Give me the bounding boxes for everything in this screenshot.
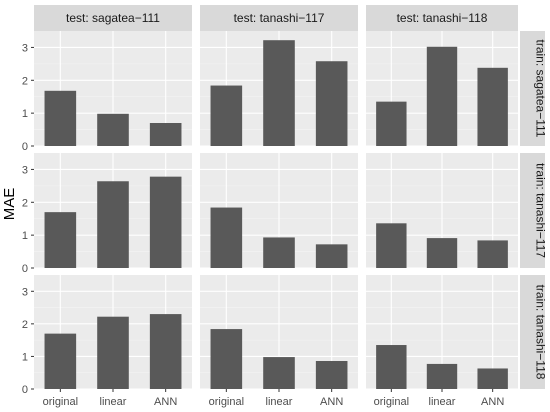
x-tick-label: original <box>209 396 244 408</box>
bar-ANN <box>149 176 182 268</box>
bar-linear <box>426 238 458 268</box>
facet-strip-col-label: test: tanashi−118 <box>397 11 488 25</box>
bar-ANN <box>149 314 182 389</box>
bar-original <box>210 207 243 268</box>
y-axis-title: MAE <box>1 188 18 221</box>
bar-ANN <box>315 244 348 268</box>
bar-original <box>44 90 77 146</box>
y-tick-label: 3 <box>22 42 28 54</box>
bar-original <box>376 223 407 268</box>
bar-ANN <box>477 368 508 389</box>
bar-ANN <box>315 360 348 389</box>
bar-original <box>44 333 77 389</box>
facet-strip-row-label: train: tanashi−118 <box>534 285 548 380</box>
y-tick-label: 3 <box>22 286 28 298</box>
y-tick-label: 1 <box>22 108 28 120</box>
facet-strip-col <box>366 5 518 31</box>
bar-linear <box>263 357 295 389</box>
bar-ANN <box>315 61 348 146</box>
x-tick-label: linear <box>429 396 456 408</box>
bar-ANN <box>477 67 508 146</box>
facet-strip-col-label: test: tanashi−117 <box>234 11 325 25</box>
y-tick-label: 2 <box>22 75 28 87</box>
bar-linear <box>426 46 458 147</box>
y-tick-label: 2 <box>22 197 28 209</box>
y-tick-label: 1 <box>22 351 28 363</box>
x-tick-label: ANN <box>481 396 504 408</box>
bar-original <box>376 101 407 146</box>
bar-linear <box>263 40 295 147</box>
y-tick-label: 0 <box>22 384 28 396</box>
bar-original <box>376 345 407 389</box>
bar-linear <box>97 113 129 146</box>
y-tick-label: 0 <box>22 263 28 275</box>
bar-ANN <box>149 123 182 146</box>
bar-original <box>210 85 243 146</box>
facet-strip-col-label: test: sagatea−111 <box>66 11 160 25</box>
x-tick-label: linear <box>266 396 293 408</box>
facet-strip-col <box>200 5 358 31</box>
x-tick-label: original <box>43 396 78 408</box>
x-tick-label: original <box>374 396 409 408</box>
y-tick-label: 1 <box>22 230 28 242</box>
bar-ANN <box>477 240 508 268</box>
facet-strip-row-label: train: sagatea−111 <box>534 40 548 138</box>
y-tick-label: 0 <box>22 141 28 153</box>
bar-linear <box>426 363 458 389</box>
bar-linear <box>97 181 129 268</box>
x-tick-label: linear <box>100 396 127 408</box>
bar-original <box>210 329 243 389</box>
bar-original <box>44 212 77 268</box>
facet-strip-row <box>520 275 545 389</box>
bar-linear <box>97 316 129 389</box>
x-tick-label: ANN <box>154 396 177 408</box>
facet-strip-row <box>520 31 545 146</box>
x-tick-label: ANN <box>320 396 343 408</box>
facet-strip-col <box>34 5 192 31</box>
bar-linear <box>263 237 295 268</box>
y-tick-label: 3 <box>22 164 28 176</box>
y-tick-label: 2 <box>22 319 28 331</box>
facet-strip-row <box>520 153 545 268</box>
facet-strip-row-label: train: tanashi−117 <box>534 163 548 258</box>
